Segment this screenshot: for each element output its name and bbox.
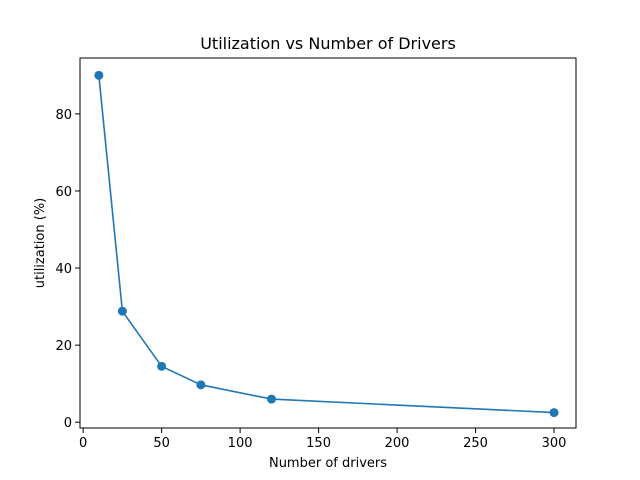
x-axis-label: Number of drivers	[269, 456, 387, 471]
x-tick-label: 300	[542, 436, 567, 451]
series-line	[98, 75, 555, 414]
data-point	[549, 408, 559, 418]
y-tick-label: 40	[55, 262, 72, 277]
plot-frame	[79, 57, 577, 429]
x-tick-label: 250	[463, 436, 488, 451]
x-tick-label: 200	[385, 436, 410, 451]
x-tick-label: 0	[79, 436, 87, 451]
series-layer	[94, 70, 559, 418]
y-axis: 0 20 40 60 80	[55, 108, 80, 431]
y-tick-label: 20	[55, 339, 72, 354]
x-tick-label: 150	[306, 436, 331, 451]
y-axis-label: utilization (%)	[33, 198, 48, 289]
x-axis: 0 50 100 150 200 250 300	[79, 428, 566, 451]
data-point	[94, 70, 104, 80]
x-tick-label: 100	[228, 436, 253, 451]
data-point	[117, 306, 127, 316]
data-point	[157, 361, 167, 371]
y-tick-label: 60	[55, 185, 72, 200]
data-point	[266, 394, 276, 404]
x-tick-label: 50	[153, 436, 170, 451]
chart-title: Utilization vs Number of Drivers	[200, 34, 456, 53]
data-point	[196, 380, 206, 390]
y-tick-label: 0	[64, 416, 72, 431]
y-tick-label: 80	[55, 108, 72, 123]
